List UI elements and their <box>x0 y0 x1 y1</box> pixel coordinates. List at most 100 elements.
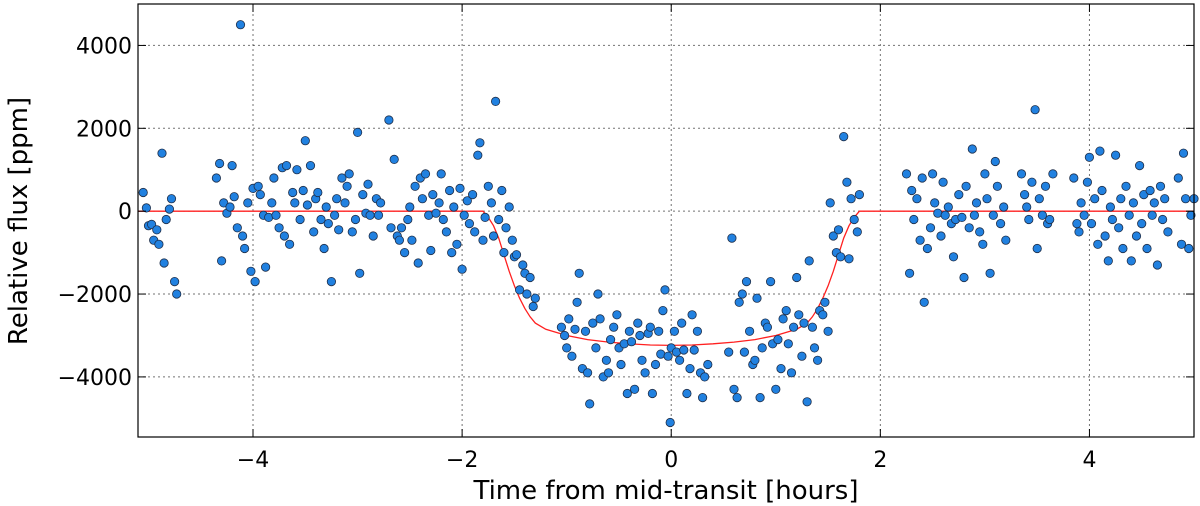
data-point <box>1090 194 1100 204</box>
data-point <box>1027 177 1037 187</box>
data-point <box>849 214 859 225</box>
data-point <box>407 235 417 245</box>
data-point <box>1131 231 1142 241</box>
data-point <box>650 359 661 370</box>
data-point <box>961 181 971 191</box>
data-point <box>417 194 427 204</box>
data-point <box>593 289 603 299</box>
data-point <box>654 326 664 336</box>
data-point <box>978 239 988 249</box>
data-point <box>235 20 246 30</box>
data-point <box>1074 227 1084 237</box>
data-point <box>457 264 467 274</box>
data-point <box>679 345 689 355</box>
data-point <box>1095 146 1105 156</box>
data-point <box>344 169 354 179</box>
data-point <box>930 198 940 208</box>
data-point <box>368 231 378 241</box>
data-point <box>316 214 326 225</box>
data-point <box>497 185 507 196</box>
data-point <box>292 165 302 175</box>
data-point <box>818 310 828 320</box>
data-point <box>229 192 239 202</box>
data-point <box>428 190 438 200</box>
data-point <box>373 210 384 220</box>
data-point <box>494 214 504 225</box>
data-point <box>825 198 835 208</box>
data-point <box>556 322 567 332</box>
data-point <box>633 318 643 328</box>
data-point <box>781 305 791 316</box>
data-point <box>444 185 455 196</box>
data-point <box>823 326 833 336</box>
data-point <box>274 223 284 233</box>
data-point <box>375 198 386 208</box>
data-point <box>1184 243 1194 254</box>
data-point <box>663 351 673 361</box>
data-point <box>640 368 650 378</box>
data-point <box>525 272 535 283</box>
data-point <box>647 388 658 399</box>
data-point <box>807 322 818 332</box>
data-point <box>992 181 1003 191</box>
y-tick-label: 2000 <box>76 117 132 142</box>
data-point <box>326 276 336 287</box>
data-point <box>804 256 814 266</box>
data-point <box>281 161 292 171</box>
data-point <box>309 227 319 237</box>
data-point <box>159 258 169 268</box>
data-point <box>737 289 747 299</box>
data-point <box>674 355 685 365</box>
tick-marks <box>138 4 1194 437</box>
data-point <box>329 210 340 220</box>
data-point <box>985 268 995 278</box>
data-point <box>347 227 357 237</box>
data-point <box>405 202 415 212</box>
data-point <box>1076 198 1086 208</box>
y-tick-labels: −4000 −2000 0 2000 4000 <box>58 34 132 390</box>
data-point <box>645 322 655 332</box>
data-point <box>459 210 469 220</box>
data-point <box>452 239 462 249</box>
data-point <box>394 235 404 245</box>
data-point <box>464 219 474 229</box>
data-point <box>609 322 619 332</box>
data-point <box>669 326 680 336</box>
data-point <box>762 322 773 332</box>
data-point <box>219 198 229 208</box>
data-point <box>1124 210 1134 220</box>
data-point <box>616 359 626 370</box>
data-point <box>990 156 1000 167</box>
x-tick-label: 0 <box>664 448 678 473</box>
data-point <box>595 314 605 324</box>
data-point <box>917 173 927 183</box>
data-point <box>724 347 734 357</box>
data-point <box>447 248 457 258</box>
data-point <box>622 388 632 399</box>
data-point <box>957 212 967 222</box>
data-point <box>603 368 614 378</box>
data-point <box>334 225 344 235</box>
data-point <box>727 233 737 243</box>
data-point <box>1142 243 1152 254</box>
data-point <box>1155 181 1166 191</box>
data-point <box>396 223 407 233</box>
data-point <box>260 262 271 272</box>
data-point <box>907 185 917 196</box>
data-point <box>744 326 755 336</box>
data-point <box>1103 256 1113 266</box>
data-point <box>211 173 221 183</box>
data-point <box>319 243 329 254</box>
data-point <box>980 169 990 179</box>
data-point <box>750 355 760 365</box>
data-point <box>480 212 490 222</box>
data-point <box>567 351 577 361</box>
data-point <box>238 231 248 241</box>
data-point <box>434 198 444 208</box>
data-point <box>1097 185 1107 196</box>
data-point <box>1019 190 1030 200</box>
data-point <box>384 115 394 125</box>
data-point <box>901 169 912 179</box>
data-point <box>1160 194 1170 204</box>
